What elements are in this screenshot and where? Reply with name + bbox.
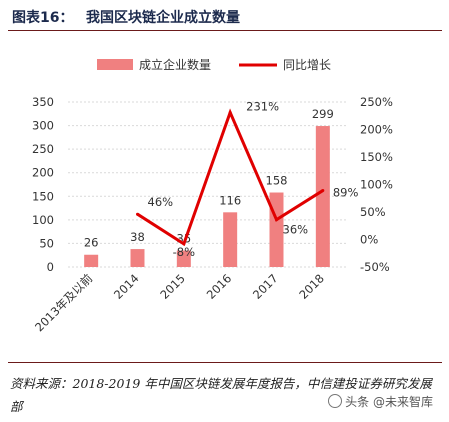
right-axis: -50% 0% 50% 100% 150% 200% 250%	[360, 95, 393, 274]
growth-point	[136, 212, 139, 216]
watermark-text: 头条 @未来智库	[345, 395, 433, 409]
left-tick-label: 300	[32, 119, 54, 133]
right-tick-label: -50%	[360, 260, 390, 274]
chart: 成立企业数量 同比增长 0 50 100 150 200 250 300 350 -50% 0% 5…	[32, 57, 393, 334]
x-axis-labels: 2013年及以前 2014 2015 2016 2017 2018	[32, 271, 327, 334]
left-tick-label: 0	[47, 260, 54, 274]
left-tick-label: 50	[39, 236, 54, 250]
bar-value-label: 38	[130, 230, 145, 244]
growth-value-label: 36%	[283, 223, 309, 237]
left-tick-label: 150	[32, 189, 54, 203]
right-tick-label: 150%	[360, 150, 393, 164]
left-tick-label: 250	[32, 142, 54, 156]
right-tick-label: 0%	[360, 233, 378, 247]
growth-value-label: 231%	[246, 99, 279, 113]
bar	[269, 192, 284, 267]
x-tick-label: 2013年及以前	[32, 271, 95, 334]
growth-point	[228, 110, 232, 114]
line-series: 46% -8% 231% 36% 89%	[136, 99, 359, 259]
growth-point	[275, 218, 278, 222]
gridlines	[68, 101, 346, 268]
bar	[84, 254, 99, 267]
right-tick-label: 100%	[360, 178, 393, 192]
growth-point	[182, 242, 186, 246]
left-tick-label: 100	[32, 213, 54, 227]
right-tick-label: 250%	[360, 95, 393, 109]
left-tick-label: 350	[32, 95, 54, 109]
title-divider	[8, 30, 442, 31]
growth-point	[321, 189, 325, 193]
source-note: 资料来源：2018-2019 年中国区块链发展年度报告，中信建投证券研究发展部	[10, 376, 432, 414]
chart-title: 我国区块链企业成立数量	[86, 10, 240, 26]
growth-value-label: 46%	[148, 195, 174, 209]
x-tick-label: 2014	[111, 271, 142, 302]
watermark-logo-icon	[328, 394, 343, 408]
title-bar: 图表16： 我国区块链企业成立数量	[0, 0, 449, 40]
bar	[176, 250, 191, 267]
footer-divider	[8, 362, 442, 363]
right-tick-label: 200%	[360, 123, 393, 137]
x-tick-label: 2017	[250, 271, 281, 302]
growth-value-label: 89%	[333, 186, 359, 200]
figure-label: 图表16：	[12, 10, 74, 26]
x-tick-label: 2015	[157, 271, 188, 302]
x-tick-label: 2018	[296, 271, 327, 302]
legend-label-bars: 成立企业数量	[139, 57, 211, 72]
right-tick-label: 50%	[360, 205, 386, 219]
bar	[223, 212, 238, 267]
watermark: 头条 @未来智库	[328, 393, 433, 410]
bar-value-label: 26	[84, 236, 99, 250]
bar	[130, 249, 145, 267]
legend: 成立企业数量 同比增长	[97, 57, 331, 72]
left-axis: 0 50 100 150 200 250 300 350	[32, 95, 54, 274]
growth-value-label: -8%	[173, 245, 195, 259]
x-tick-label: 2016	[204, 271, 235, 302]
bar-value-label: 116	[219, 193, 241, 207]
bar-value-label: 158	[266, 174, 288, 188]
bar	[315, 126, 330, 268]
legend-label-line: 同比增长	[283, 58, 331, 72]
bar-value-label: 299	[312, 107, 334, 121]
legend-swatch-bars	[97, 59, 133, 70]
left-tick-label: 200	[32, 166, 54, 180]
